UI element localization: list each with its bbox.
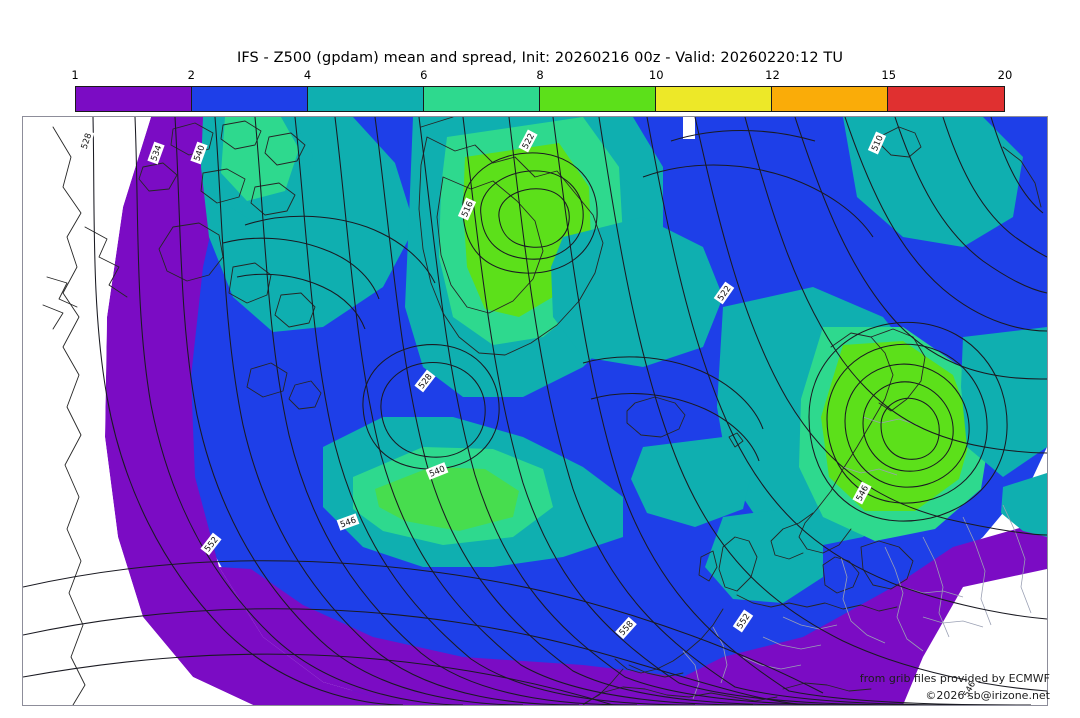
colorbar-band-10-12: [656, 87, 772, 111]
colorbar-band-4-6: [308, 87, 424, 111]
z500-mean-contours: [23, 117, 1047, 705]
contour-label-background: [852, 481, 872, 505]
contour-label-background: [959, 677, 979, 701]
colorbar-band-2-4: [192, 87, 308, 111]
colorbar-tick-15: 15: [881, 68, 897, 82]
contour-label-background: [190, 141, 208, 165]
colorbar: 1 2 4 6 8 10 12 15 20: [71, 68, 1012, 112]
country-borders: [682, 416, 1032, 700]
coastlines: [42, 117, 1042, 705]
contour-label-background: [147, 141, 165, 165]
contour-label-background: [457, 197, 477, 221]
colorbar-tick-10: 10: [648, 68, 664, 82]
contour-label-background: [414, 369, 436, 393]
colorbar-tick-8: 8: [536, 68, 544, 82]
contour-label-background: [732, 609, 754, 633]
page-title: IFS - Z500 (gpdam) mean and spread, Init…: [236, 50, 844, 66]
colorbar-band-6-8: [424, 87, 540, 111]
colorbar-tick-6: 6: [420, 68, 428, 82]
colorbar-tick-2: 2: [187, 68, 195, 82]
colorbar-tick-labels: 1 2 4 6 8 10 12 15 20: [71, 68, 1012, 84]
contour-label-background: [867, 131, 887, 155]
colorbar-band-8-10: [540, 87, 656, 111]
contour-label-background: [713, 281, 735, 305]
contour-label-background: [615, 616, 637, 640]
attribution-copyright: ©2026 sb@irizone.net: [925, 689, 1050, 702]
contour-label: 528: [77, 129, 95, 153]
map-panel[interactable]: 528 534 540 522 516 510 522 528 540 546 552 546 558 5…: [22, 116, 1048, 706]
attribution-source: from grib files provided by ECMWF: [859, 672, 1050, 685]
colorbar-tick-4: 4: [303, 68, 312, 82]
colorbar-band-15-20: [888, 87, 1004, 111]
colorbar-tick-1: 1: [71, 68, 79, 82]
contour-label-background: [77, 129, 95, 153]
contour-label-background: [425, 462, 449, 480]
contour-label-background: [336, 513, 360, 531]
contour-label-background: [518, 129, 538, 153]
colorbar-band-12-15: [772, 87, 888, 111]
contour-label-text: 528: [80, 132, 95, 151]
colorbar-tick-20: 20: [997, 68, 1013, 82]
colorbar-bands: [75, 86, 1005, 112]
contour-label-background: [200, 532, 222, 556]
colorbar-band-1-2: [76, 87, 192, 111]
colorbar-tick-12: 12: [765, 68, 780, 82]
